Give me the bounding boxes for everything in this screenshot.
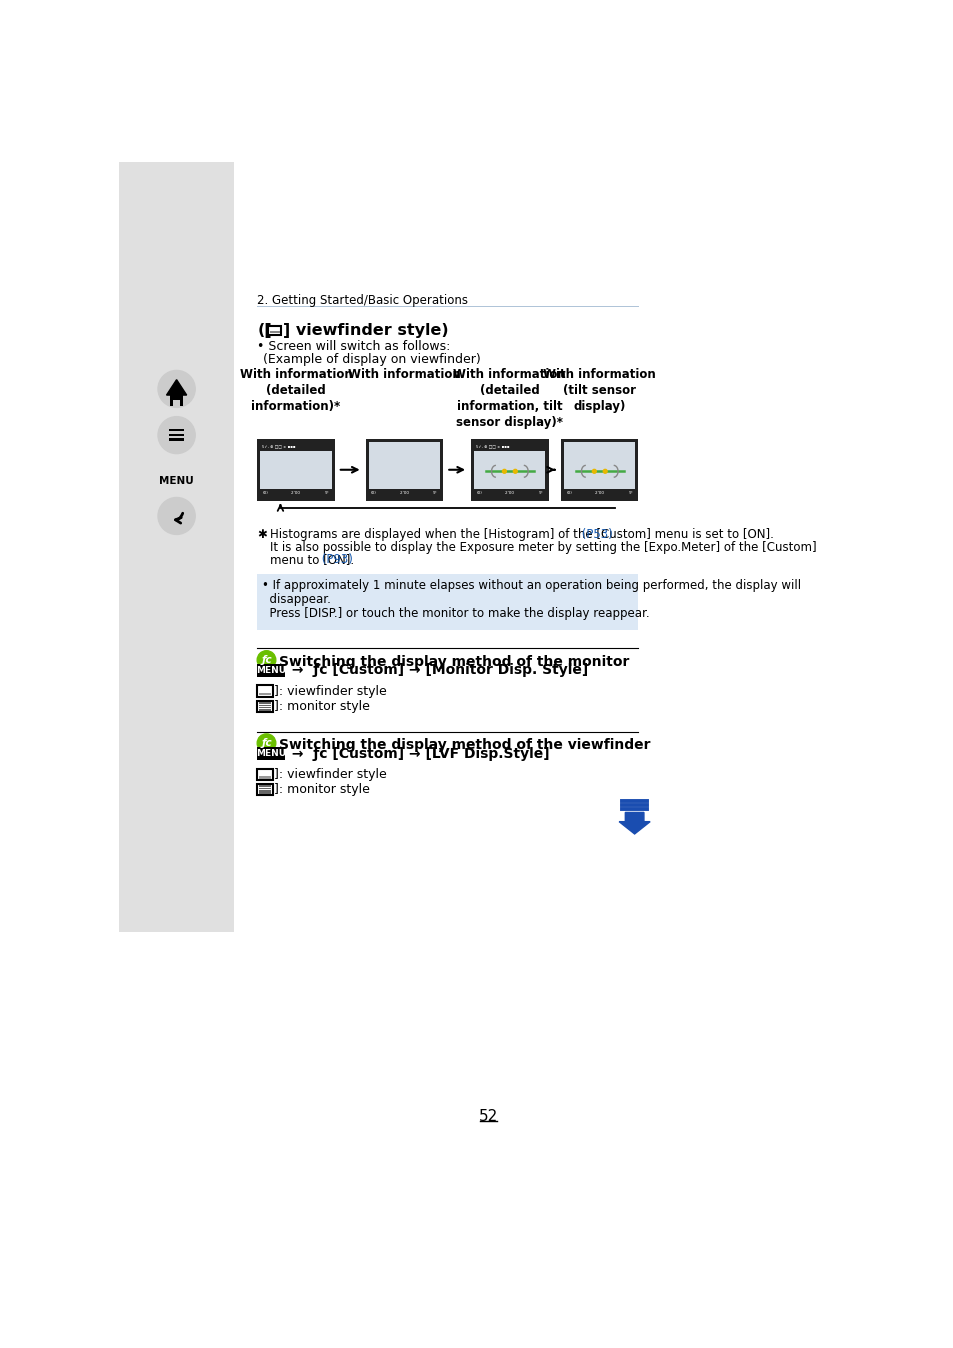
Bar [257, 747, 285, 760]
Text: Switching the display method of the viewfinder: Switching the display method of the view… [278, 737, 650, 752]
Text: menu to [ON].: menu to [ON]. [270, 553, 354, 566]
Bar [257, 701, 273, 712]
Text: 9°: 9° [324, 491, 329, 495]
Bar [258, 787, 271, 790]
Text: Press [DISP.] or touch the monitor to make the display reappear.: Press [DISP.] or touch the monitor to ma… [261, 607, 649, 620]
Text: MENU: MENU [255, 749, 286, 758]
Bar [173, 400, 179, 406]
Text: (0): (0) [476, 491, 482, 495]
Bar [369, 489, 439, 497]
Text: With information: With information [348, 368, 460, 381]
Bar [365, 439, 443, 500]
Bar [471, 439, 548, 500]
Text: ✱: ✱ [257, 528, 267, 542]
Text: (P53): (P53) [578, 528, 612, 542]
Bar [260, 442, 332, 497]
Bar [260, 489, 332, 497]
Text: MENU: MENU [255, 666, 286, 675]
FancyBboxPatch shape [257, 574, 638, 630]
Bar [563, 489, 635, 497]
Bar [257, 785, 273, 795]
Bar [169, 434, 184, 435]
Text: With information
(detailed
information, tilt
sensor display)*: With information (detailed information, … [453, 368, 566, 429]
Bar [171, 395, 183, 406]
Text: 9°: 9° [433, 491, 437, 495]
Text: (Example of display on viewfinder): (Example of display on viewfinder) [263, 353, 480, 365]
Text: 52: 52 [478, 1109, 498, 1124]
Text: 2. Getting Started/Basic Operations: 2. Getting Started/Basic Operations [257, 294, 468, 307]
Text: 5✓, ⊕ □□ ± ▪▪▪: 5✓, ⊕ □□ ± ▪▪▪ [261, 445, 295, 449]
Bar [257, 663, 285, 677]
Polygon shape [618, 813, 649, 834]
Bar [268, 326, 281, 336]
Bar [474, 442, 545, 497]
Circle shape [158, 417, 195, 453]
Text: Histograms are displayed when the [Histogram] of the [Custom] menu is set to [ON: Histograms are displayed when the [Histo… [270, 528, 773, 542]
Bar [169, 438, 184, 441]
Circle shape [592, 469, 596, 473]
Bar [258, 793, 271, 794]
Bar [270, 332, 279, 333]
Text: disappear.: disappear. [261, 593, 331, 607]
Bar [257, 768, 273, 780]
Text: (0): (0) [371, 491, 376, 495]
Text: (P93): (P93) [318, 553, 353, 566]
Bar [258, 790, 271, 791]
Text: 2​'​0​0: 2​'​0​0 [595, 491, 603, 495]
Bar [258, 709, 271, 710]
Circle shape [602, 469, 606, 473]
Bar [119, 162, 233, 931]
Bar [258, 705, 271, 706]
Circle shape [158, 371, 195, 407]
Text: MENU: MENU [159, 476, 193, 487]
Bar [258, 786, 271, 787]
Text: ]: monitor style: ]: monitor style [274, 700, 370, 713]
Text: 2​'​0​0: 2​'​0​0 [399, 491, 409, 495]
Text: • If approximately 1 minute elapses without an operation being performed, the di: • If approximately 1 minute elapses with… [261, 580, 801, 592]
Text: ([: ([ [257, 324, 272, 338]
Text: →  ƒc [Custom] → [LVF Disp.Style]: → ƒc [Custom] → [LVF Disp.Style] [286, 747, 549, 760]
Text: ƒc: ƒc [261, 739, 272, 748]
Text: 2​'​0​0: 2​'​0​0 [292, 491, 300, 495]
Bar [563, 442, 635, 497]
Bar [169, 429, 184, 431]
Text: Switching the display method of the monitor: Switching the display method of the moni… [278, 655, 629, 669]
Text: With information
(detailed
information)*: With information (detailed information)* [239, 368, 352, 412]
Bar [560, 439, 638, 500]
Text: ] viewfinder style): ] viewfinder style) [282, 324, 448, 338]
Text: ]: viewfinder style: ]: viewfinder style [274, 768, 387, 780]
Circle shape [513, 469, 517, 473]
Bar [257, 439, 335, 500]
Bar [474, 489, 545, 497]
Text: 9°: 9° [628, 491, 633, 495]
Text: (0): (0) [566, 491, 572, 495]
Text: 2​'​0​0: 2​'​0​0 [505, 491, 514, 495]
Text: →  ƒc [Custom] → [Monitor Disp. Style]: → ƒc [Custom] → [Monitor Disp. Style] [286, 663, 587, 677]
Text: It is also possible to display the Exposure meter by setting the [Expo.Meter] of: It is also possible to display the Expos… [270, 541, 816, 554]
Bar [474, 442, 545, 450]
Bar [258, 693, 271, 696]
Text: (0): (0) [262, 491, 268, 495]
Bar [369, 442, 439, 497]
Text: ƒc: ƒc [261, 655, 272, 665]
Circle shape [158, 497, 195, 534]
Bar [260, 442, 332, 450]
Circle shape [257, 651, 275, 669]
Polygon shape [167, 380, 187, 395]
Text: 9°: 9° [537, 491, 542, 495]
Circle shape [257, 733, 275, 752]
Text: ]: monitor style: ]: monitor style [274, 783, 370, 797]
Bar [258, 706, 271, 709]
Text: 5✓, ⊕ □□ ± ▪▪▪: 5✓, ⊕ □□ ± ▪▪▪ [476, 445, 509, 449]
Bar [258, 776, 271, 779]
Text: • Screen will switch as follows:: • Screen will switch as follows: [257, 341, 450, 353]
Text: With information
(tilt sensor
display): With information (tilt sensor display) [543, 368, 656, 412]
Circle shape [502, 469, 506, 473]
Bar [257, 685, 273, 697]
Bar [258, 702, 271, 704]
Text: ]: viewfinder style: ]: viewfinder style [274, 685, 387, 698]
